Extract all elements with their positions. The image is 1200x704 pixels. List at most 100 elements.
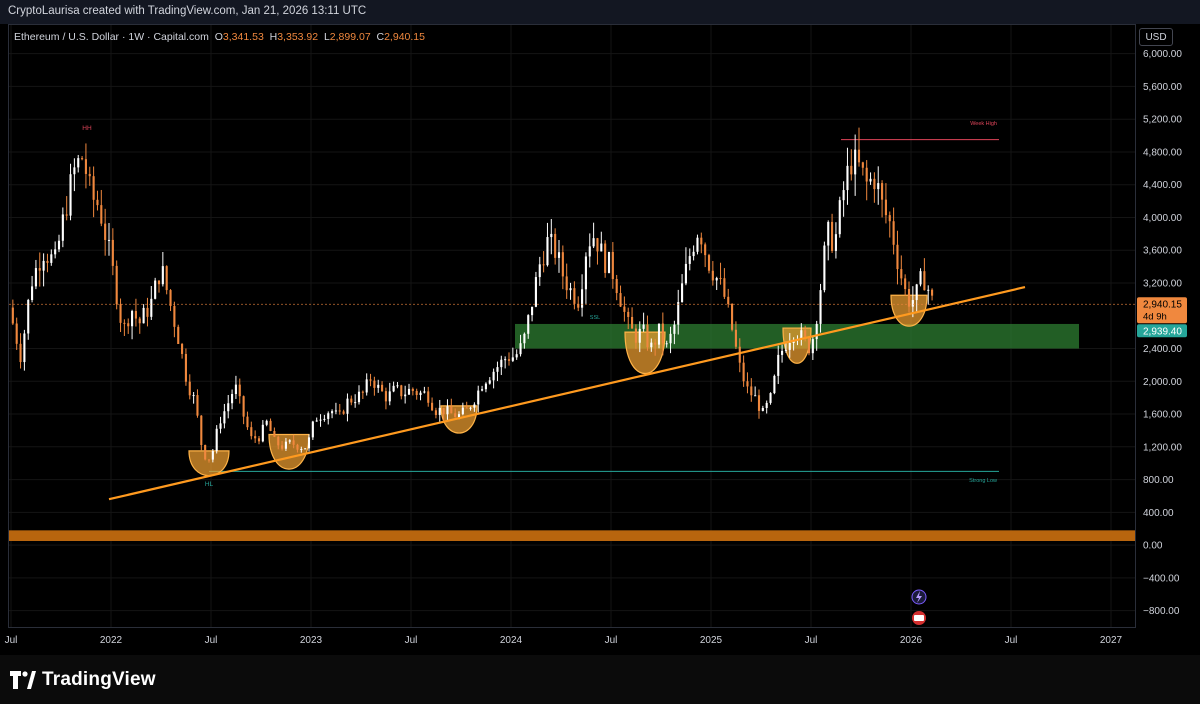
candle-body: [781, 350, 784, 355]
candle-body: [273, 431, 276, 437]
candle-body: [457, 414, 461, 418]
countdown-value: 4d 9h: [1143, 311, 1167, 322]
candle-body: [111, 239, 114, 266]
chart-legend: Ethereum / U.S. Dollar · 1W · Capital.co…: [14, 31, 425, 43]
candle-body: [477, 390, 480, 405]
candle-body: [542, 264, 545, 266]
flag-icon[interactable]: [912, 611, 926, 625]
candle-body: [900, 269, 903, 279]
candle-body: [381, 384, 384, 392]
candle-body: [654, 342, 657, 345]
candle-body: [261, 424, 264, 442]
candle-body: [231, 394, 234, 404]
candle-body: [223, 411, 226, 424]
candle-body: [773, 375, 776, 394]
candle-body: [169, 290, 172, 306]
x-tick-label: Jul: [5, 635, 18, 646]
candle-body: [723, 278, 726, 297]
low-value: 2,899.07: [329, 31, 371, 43]
candle-body: [677, 302, 680, 325]
y-tick-label: 2,000.00: [1143, 377, 1182, 388]
candle-body: [869, 178, 872, 182]
candle-body: [596, 238, 599, 252]
candle-body: [11, 307, 14, 324]
candle-body: [665, 343, 668, 345]
candle-body: [696, 237, 699, 252]
candle-body: [81, 158, 84, 160]
candle-body: [357, 391, 361, 403]
candle-body: [492, 371, 495, 381]
lightning-icon[interactable]: [911, 589, 927, 605]
candle-body: [27, 299, 30, 334]
candle-body: [888, 215, 891, 222]
candle-body: [311, 421, 314, 438]
currency-button[interactable]: USD: [1139, 28, 1173, 46]
candle-body: [469, 407, 472, 409]
candle-body: [181, 343, 184, 354]
candle-body: [265, 420, 268, 425]
candle-body: [96, 199, 99, 206]
x-tick-label: 2026: [900, 635, 923, 646]
candle-body: [746, 381, 749, 387]
week-high-label: Week High: [970, 121, 997, 127]
hh-label: HH: [82, 125, 92, 132]
candle-body: [323, 418, 326, 420]
candle-body: [650, 342, 653, 348]
candle-body: [704, 244, 707, 256]
candle-body: [442, 407, 445, 415]
candle-body: [115, 265, 118, 305]
candle-body: [488, 380, 491, 384]
candle-body: [331, 411, 334, 414]
candle-body: [857, 149, 861, 163]
candle-body: [750, 386, 753, 396]
candle-body: [296, 444, 299, 450]
candle-body: [257, 438, 261, 442]
last-price-value: 2,940.15: [1143, 299, 1182, 310]
candle-body: [627, 311, 630, 317]
candle-body: [388, 391, 391, 402]
candle-body: [931, 289, 934, 296]
candle-body: [361, 391, 364, 393]
candle-body: [196, 395, 199, 416]
candle-body: [834, 234, 837, 251]
cup-pattern: [782, 327, 812, 364]
candle-body: [800, 330, 803, 340]
candle-body: [177, 326, 180, 344]
tradingview-logo[interactable]: TradingView: [10, 669, 156, 691]
y-tick-label: 400.00: [1143, 508, 1174, 519]
candle-body: [431, 402, 434, 411]
candle-body: [288, 440, 291, 442]
candle-body: [573, 288, 576, 304]
candle-body: [473, 404, 476, 408]
candle-body: [400, 385, 403, 397]
y-tick-label: 3,200.00: [1143, 279, 1182, 290]
candle-body: [127, 323, 130, 327]
candle-body: [15, 323, 18, 344]
brand-name: TradingView: [42, 669, 156, 690]
candle-body: [754, 395, 757, 397]
candle-body: [907, 289, 911, 307]
candle-body: [92, 176, 95, 200]
y-tick-label: 6,000.00: [1143, 49, 1182, 60]
candle-body: [642, 324, 645, 329]
candle-body: [77, 158, 80, 168]
candle-body: [700, 237, 703, 245]
annotations: HH HL Week High Strong Low SSL: [82, 121, 997, 488]
candle-body: [919, 271, 922, 285]
candle-body: [569, 288, 572, 291]
candle-body: [861, 162, 864, 168]
candle-body: [877, 183, 880, 190]
high-value: 3,353.92: [277, 31, 319, 43]
candle-body: [623, 306, 626, 312]
candle-body: [823, 245, 826, 291]
x-tick-label: Jul: [1005, 635, 1018, 646]
candle-body: [850, 165, 853, 175]
x-tick-label: Jul: [405, 635, 418, 646]
candle-body: [731, 304, 734, 330]
candle-body: [838, 200, 841, 235]
y-tick-label: 4,800.00: [1143, 147, 1182, 158]
open-value: 3,341.53: [222, 31, 264, 43]
candles: [11, 127, 934, 463]
